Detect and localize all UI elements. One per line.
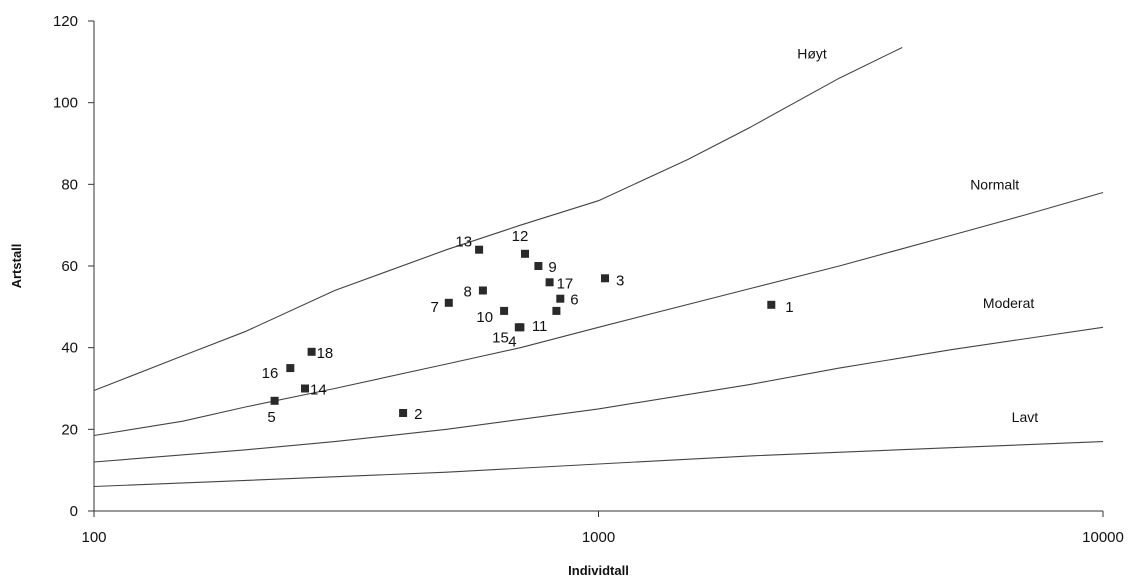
data-point: [301, 384, 309, 393]
y-tick-label: 120: [53, 13, 78, 30]
y-tick-label: 60: [61, 258, 78, 275]
data-point-label: 2: [414, 406, 422, 423]
data-point: [270, 396, 279, 405]
data-point-label: 8: [464, 284, 472, 301]
data-point: [478, 286, 487, 295]
y-tick-label: 20: [61, 421, 78, 438]
data-point-label: 4: [508, 333, 516, 350]
data-point-label: 14: [310, 382, 327, 399]
region-labels: Høyt Normalt Moderat Lavt: [797, 46, 1038, 425]
data-point-label: 15: [492, 329, 509, 346]
data-point-label: 9: [548, 259, 556, 276]
data-point-label: 3: [616, 272, 624, 289]
data-point: [286, 364, 295, 373]
y-tick-label: 40: [61, 340, 78, 357]
y-tick-label: 80: [61, 176, 78, 193]
region-label: Lavt: [1012, 409, 1039, 425]
data-point-label: 16: [262, 365, 279, 382]
data-point: [521, 249, 529, 258]
threshold-curve-3: [93, 326, 1104, 463]
data-point: [545, 278, 554, 287]
region-label: Høyt: [797, 46, 827, 62]
threshold-curve-4: [93, 441, 1104, 488]
data-point: [514, 323, 523, 332]
x-axis-title: Individtall: [568, 563, 629, 578]
y-ticks: 0 20 40 60 80 100 120: [53, 13, 94, 520]
threshold-curve-1: [93, 47, 903, 392]
data-point: [399, 409, 408, 417]
axes: [93, 21, 1103, 512]
x-tick-label: 100: [81, 529, 106, 546]
data-point: [307, 347, 316, 356]
data-point: [601, 274, 609, 283]
data-point-label: 6: [570, 292, 578, 309]
x-ticks: 100 1000 10000: [81, 511, 1124, 546]
data-point: [500, 306, 509, 315]
data-point-label: 12: [512, 228, 529, 245]
data-point-label: 7: [430, 299, 438, 316]
region-label: Normalt: [970, 176, 1019, 192]
data-point-label: 18: [317, 345, 334, 362]
data-points: [270, 245, 776, 417]
data-point: [475, 245, 484, 254]
x-tick-label: 1000: [582, 529, 615, 546]
data-point-label: 10: [476, 309, 493, 326]
threshold-curve-2: [93, 191, 1104, 437]
data-point: [444, 298, 453, 307]
data-point-label: 17: [557, 275, 574, 292]
data-point-label: 11: [532, 318, 548, 335]
data-point: [552, 306, 561, 315]
y-tick-label: 100: [53, 95, 78, 112]
data-point-label: 1: [785, 299, 793, 316]
y-axis-title: Artstall: [9, 244, 24, 289]
data-point: [767, 300, 776, 309]
region-label: Moderat: [983, 295, 1034, 311]
y-tick-label: 0: [70, 503, 78, 520]
data-point-label: 13: [455, 234, 472, 251]
x-tick-label: 10000: [1082, 529, 1124, 546]
data-point-label: 5: [267, 409, 275, 426]
data-point: [556, 294, 565, 303]
threshold-curves: [93, 47, 1104, 488]
data-point: [534, 262, 543, 270]
